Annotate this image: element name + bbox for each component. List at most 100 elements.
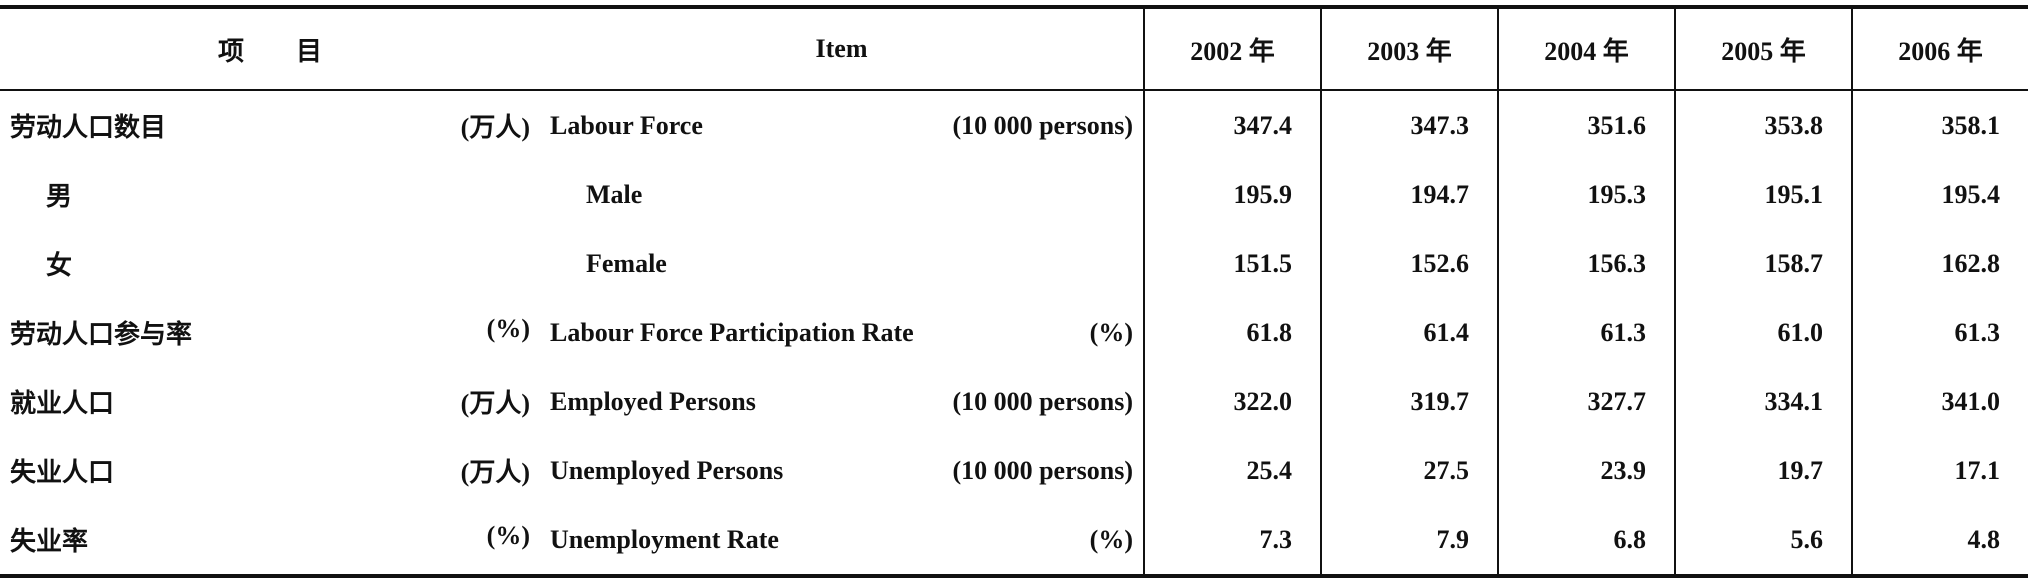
value-cell: 25.4 [1143,436,1321,505]
header-year: 2003 年 [1320,9,1498,91]
en-cell: Labour Force Participation Rate (%) [540,298,1144,367]
cn-pair: 男 [10,176,530,213]
value-cell: 17.1 [1851,436,2028,505]
en-label: Employed Persons [550,386,756,416]
value-cell: 61.8 [1143,298,1321,367]
cn-pair: 女 [10,245,530,282]
cn-label: 失业率 [10,527,89,556]
data-row: 失业率 (%) Unemployment Rate (%) 7.3 7.9 6.8 5.6 4.… [0,505,2028,574]
value-cell: 322.0 [1143,367,1321,436]
cn-pair: 失业率 (%) [10,521,530,558]
en-unit: (10 000 persons) [952,455,1133,485]
value-cell: 156.3 [1497,229,1675,298]
header-item-en: Item [540,9,1144,91]
value-cell: 19.7 [1674,436,1852,505]
cn-label: 劳动人口参与率 [10,320,193,349]
en-label: Unemployed Persons [550,455,784,485]
en-unit: (10 000 persons) [952,110,1133,140]
value-cell: 61.0 [1674,298,1852,367]
cn-cell: 劳动人口参与率 (%) [0,298,540,367]
value-cell: 152.6 [1320,229,1498,298]
en-unit: (%) [1089,524,1133,554]
en-cell: Female [540,229,1144,298]
en-pair: Male [550,180,1133,210]
cn-unit: (万人) [460,458,530,487]
header-year: 2002 年 [1143,9,1321,91]
en-unit: (10 000 persons) [952,386,1133,416]
cn-cell: 女 [0,229,540,298]
en-label: Labour Force [550,110,703,140]
en-cell: Unemployed Persons (10 000 persons) [540,436,1144,505]
en-pair: Female [550,249,1133,279]
value-cell: 162.8 [1851,229,2028,298]
value-cell: 151.5 [1143,229,1321,298]
cn-cell: 失业人口 (万人) [0,436,540,505]
data-row: 就业人口 (万人) Employed Persons (10 000 persons)… [0,367,2028,436]
value-cell: 7.3 [1143,505,1321,574]
value-cell: 6.8 [1497,505,1675,574]
cn-pair: 失业人口 (万人) [10,452,530,489]
en-pair: Employed Persons (10 000 persons) [550,387,1133,417]
cn-label: 男 [46,182,73,211]
value-cell: 195.4 [1851,160,2028,229]
value-cell: 158.7 [1674,229,1852,298]
header-item-cn: 项 目 [0,9,540,91]
value-cell: 61.3 [1851,298,2028,367]
en-label: Female [586,248,667,278]
value-cell: 61.3 [1497,298,1675,367]
cn-label: 劳动人口数目 [10,113,167,142]
value-cell: 195.3 [1497,160,1675,229]
cn-cell: 失业率 (%) [0,505,540,574]
header-row: 项 目 Item 2002 年 2003 年 2004 年 2005 年 2006 年 [0,9,2028,91]
en-cell: Unemployment Rate (%) [540,505,1144,574]
value-cell: 341.0 [1851,367,2028,436]
table-wrap: 项 目 Item 2002 年 2003 年 2004 年 2005 年 2006 年 … [0,5,2028,578]
value-cell: 61.4 [1320,298,1498,367]
cn-unit: (%) [486,314,530,343]
value-cell: 319.7 [1320,367,1498,436]
cn-pair: 劳动人口参与率 (%) [10,314,530,351]
value-cell: 334.1 [1674,367,1852,436]
en-pair: Labour Force (10 000 persons) [550,111,1133,141]
cn-label: 就业人口 [10,389,115,418]
cn-cell: 就业人口 (万人) [0,367,540,436]
cn-cell: 劳动人口数目 (万人) [0,90,540,160]
cn-label: 女 [46,251,73,280]
cn-unit: (%) [486,521,530,550]
header-year: 2004 年 [1497,9,1675,91]
cn-pair: 就业人口 (万人) [10,383,530,420]
en-pair: Labour Force Participation Rate (%) [550,318,1133,348]
value-cell: 358.1 [1851,90,2028,160]
en-label: Labour Force Participation Rate [550,317,914,347]
cn-unit: (万人) [460,113,530,142]
en-cell: Labour Force (10 000 persons) [540,90,1144,160]
value-cell: 194.7 [1320,160,1498,229]
value-cell: 4.8 [1851,505,2028,574]
header-year: 2005 年 [1674,9,1852,91]
en-unit: (%) [1089,317,1133,347]
en-pair: Unemployed Persons (10 000 persons) [550,456,1133,486]
value-cell: 5.6 [1674,505,1852,574]
data-table: 项 目 Item 2002 年 2003 年 2004 年 2005 年 2006 年 … [0,9,2028,574]
value-cell: 327.7 [1497,367,1675,436]
value-cell: 23.9 [1497,436,1675,505]
value-cell: 347.3 [1320,90,1498,160]
value-cell: 27.5 [1320,436,1498,505]
header-year: 2006 年 [1851,9,2028,91]
table-body: 项 目 Item 2002 年 2003 年 2004 年 2005 年 2006 年 … [0,9,2028,574]
value-cell: 353.8 [1674,90,1852,160]
data-row: 劳动人口参与率 (%) Labour Force Participation Rat… [0,298,2028,367]
data-row: 男 Male 195.9 194.7 195.3 195.1 195.4 [0,160,2028,229]
en-label: Unemployment Rate [550,524,779,554]
cn-label: 失业人口 [10,458,115,487]
en-pair: Unemployment Rate (%) [550,525,1133,555]
value-cell: 351.6 [1497,90,1675,160]
cn-unit: (万人) [460,389,530,418]
value-cell: 7.9 [1320,505,1498,574]
cn-cell: 男 [0,160,540,229]
value-cell: 195.1 [1674,160,1852,229]
en-cell: Male [540,160,1144,229]
en-label: Male [586,179,643,209]
data-row: 失业人口 (万人) Unemployed Persons (10 000 person… [0,436,2028,505]
data-row: 女 Female 151.5 152.6 156.3 158.7 162.8 [0,229,2028,298]
